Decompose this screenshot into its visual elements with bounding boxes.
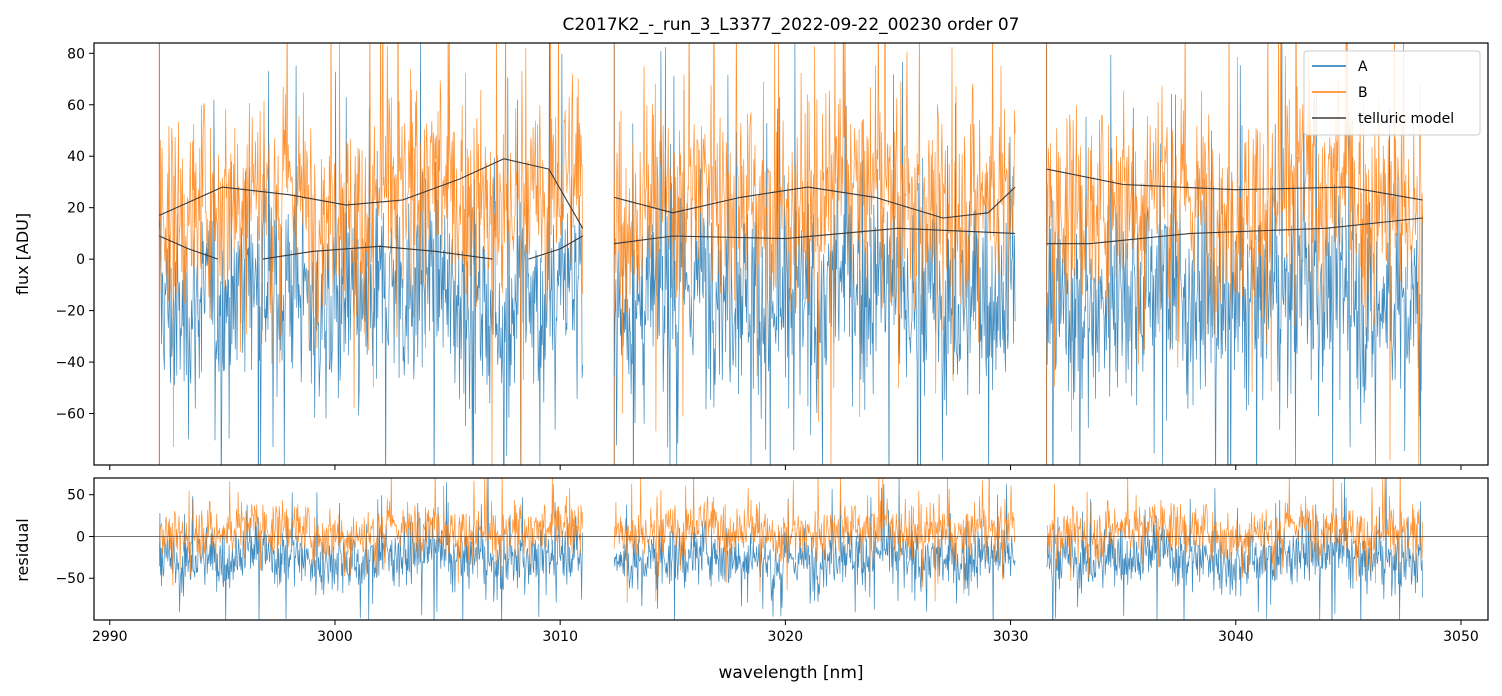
residual-b-segment-2 <box>613 478 1016 603</box>
residual-x-ticks: 2990 3000 3010 3020 3030 3040 3050 <box>92 620 1479 645</box>
series-b-segment-2 <box>613 43 1016 464</box>
flux-y-tick-label: −60 <box>55 407 85 423</box>
legend-label-a: A <box>1358 59 1368 75</box>
x-tick-label: 3020 <box>768 629 804 645</box>
flux-y-tick-label: −20 <box>55 304 85 320</box>
x-tick-label: 3030 <box>993 629 1029 645</box>
flux-axes-frame <box>93 42 1489 466</box>
flux-y-tick-label: 60 <box>67 98 85 114</box>
residual-a-segment-3 <box>1046 478 1424 620</box>
x-tick-label: 2990 <box>92 629 128 645</box>
x-axis-label: wavelength [nm] <box>718 663 863 683</box>
series-a-segment-1 <box>158 43 584 465</box>
flux-y-tick-label: 80 <box>67 46 85 62</box>
flux-y-ticks: −60 −40 −20 0 20 40 60 80 <box>55 46 94 423</box>
series-a-segment-3 <box>1046 43 1424 465</box>
flux-plot-area <box>158 43 1424 465</box>
residual-a-segment-2 <box>613 478 1016 620</box>
flux-y-tick-label: 0 <box>76 252 85 268</box>
legend-label-telluric: telluric model <box>1358 111 1454 127</box>
flux-x-ticks <box>109 465 1462 470</box>
residual-y-tick-label: 50 <box>67 488 85 504</box>
x-tick-label: 3000 <box>317 629 353 645</box>
x-tick-label: 3040 <box>1218 629 1254 645</box>
telluric-model-lower <box>159 217 1423 260</box>
legend-label-b: B <box>1358 85 1368 101</box>
legend: A B telluric model <box>1303 50 1481 136</box>
residual-y-tick-label: −50 <box>55 571 85 587</box>
residual-b-segment-1 <box>158 478 584 588</box>
legend-box <box>1303 50 1481 136</box>
residual-y-axis-label: residual <box>13 518 32 581</box>
residual-a-segment-1 <box>158 478 584 620</box>
series-b-segment-1 <box>158 43 584 465</box>
x-tick-label: 3050 <box>1443 629 1479 645</box>
flux-y-tick-label: 40 <box>67 149 85 165</box>
x-tick-label: 3010 <box>542 629 578 645</box>
residual-axes-frame <box>93 477 1489 621</box>
telluric-model-upper <box>159 158 1423 229</box>
flux-y-axis-label: flux [ADU] <box>13 213 32 295</box>
flux-y-tick-label: −40 <box>55 355 85 371</box>
chart-title: C2017K2_-_run_3_L3377_2022-09-22_00230 o… <box>563 15 1020 35</box>
residual-b-segment-3 <box>1046 478 1424 588</box>
flux-y-tick-label: 20 <box>67 201 85 217</box>
residual-plot-area <box>94 478 1488 620</box>
residual-y-tick-label: 0 <box>76 529 85 545</box>
residual-y-ticks: −50 0 50 <box>55 488 94 587</box>
